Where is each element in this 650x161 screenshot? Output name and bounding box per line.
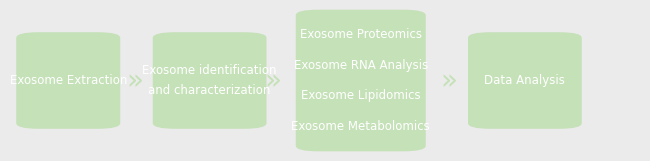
FancyBboxPatch shape bbox=[16, 32, 120, 129]
Text: Exosome identification: Exosome identification bbox=[142, 64, 277, 77]
Text: Exosome RNA Analysis: Exosome RNA Analysis bbox=[294, 59, 428, 72]
FancyBboxPatch shape bbox=[468, 32, 582, 129]
FancyBboxPatch shape bbox=[296, 10, 426, 151]
Text: »: » bbox=[440, 66, 457, 95]
Text: Exosome Proteomics: Exosome Proteomics bbox=[300, 28, 422, 41]
Text: »: » bbox=[126, 66, 143, 95]
Text: Exosome Lipidomics: Exosome Lipidomics bbox=[301, 89, 421, 102]
Text: Exosome Extraction: Exosome Extraction bbox=[10, 74, 127, 87]
Text: »: » bbox=[265, 66, 281, 95]
Text: Exosome Metabolomics: Exosome Metabolomics bbox=[291, 120, 430, 133]
Text: Data Analysis: Data Analysis bbox=[484, 74, 566, 87]
FancyBboxPatch shape bbox=[153, 32, 266, 129]
Text: and characterization: and characterization bbox=[148, 84, 271, 97]
